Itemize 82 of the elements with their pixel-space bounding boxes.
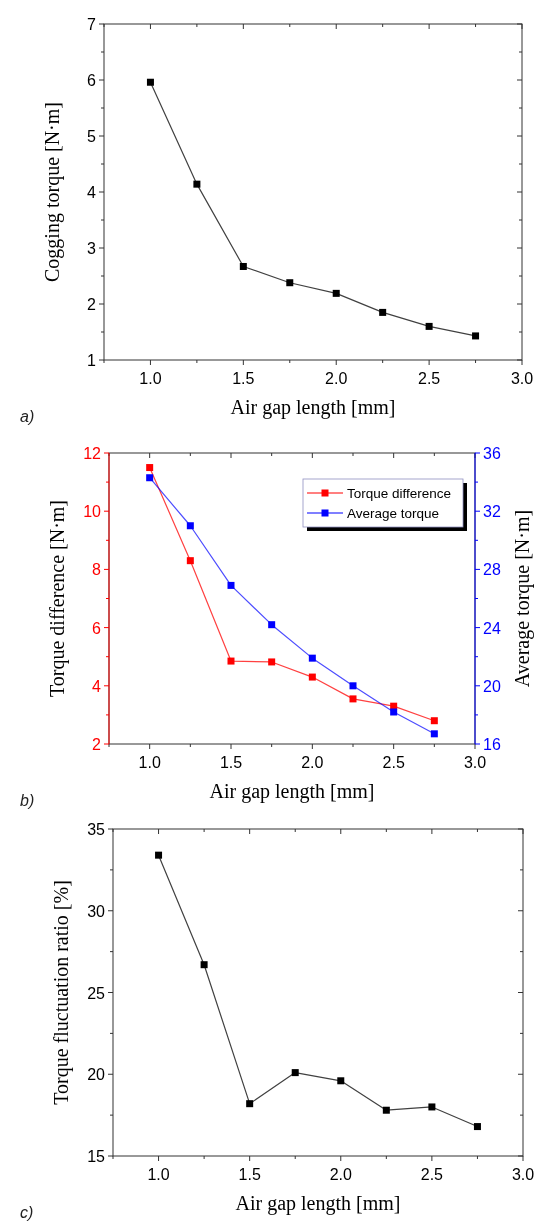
point [428, 1103, 436, 1111]
y-tick-label: 10 [83, 503, 102, 521]
x-tick-label: 3.0 [511, 1166, 535, 1183]
point [430, 730, 438, 738]
point [349, 682, 357, 690]
point [268, 621, 276, 629]
x-tick-label: 1.0 [138, 754, 161, 771]
point [473, 1123, 481, 1131]
point [246, 1100, 254, 1108]
point [227, 581, 235, 589]
y2-axis-title: Average torque [N·m] [511, 509, 534, 688]
point [337, 1077, 345, 1085]
y-tick-label: 2 [92, 736, 102, 753]
point [390, 708, 398, 716]
y-tick-label: 7 [87, 16, 97, 33]
legend-label: Average torque [347, 506, 440, 521]
x-axis-title: Air gap length [mm] [209, 780, 375, 803]
y-tick-label: 30 [87, 902, 106, 920]
text: b) [20, 792, 35, 809]
y-tick-label: 2 [87, 296, 97, 313]
y-tick-label: 3 [87, 240, 97, 257]
y-tick-label: 20 [87, 1066, 106, 1084]
text: c) [20, 1204, 34, 1221]
x-tick-label: 1.0 [139, 370, 162, 387]
y2-tick-label: 36 [483, 445, 501, 462]
legend-label: Torque difference [347, 486, 452, 501]
point [239, 262, 247, 270]
y-tick-label: 4 [92, 677, 102, 695]
point [227, 657, 235, 665]
y-tick-label: 6 [92, 619, 102, 637]
point [291, 1069, 299, 1077]
point [193, 180, 201, 188]
y-tick-label: 4 [87, 184, 97, 201]
x-tick-label: 2.5 [420, 1166, 444, 1183]
point [430, 717, 438, 725]
x-tick-label: 2.0 [301, 754, 324, 771]
x-tick-label: 2.0 [325, 370, 348, 387]
point [308, 654, 316, 662]
y2-tick-label: 32 [483, 503, 501, 521]
y-tick-label: 15 [87, 1148, 106, 1165]
point [349, 695, 357, 703]
point [332, 289, 340, 297]
point [472, 332, 480, 340]
y-axis-title: Torque difference [N·m] [46, 499, 69, 698]
y-tick-label: 8 [92, 561, 102, 579]
y-axis-title: Cogging torque [N·m] [41, 102, 64, 282]
point [155, 851, 163, 859]
y-tick-label: 12 [83, 445, 102, 462]
point [268, 658, 276, 666]
y-axis-title: Torque fluctuation ratio [%] [50, 880, 73, 1105]
x-tick-label: 3.0 [510, 370, 534, 387]
x-tick-label: 1.5 [219, 754, 243, 771]
point [308, 673, 316, 681]
y2-tick-label: 28 [483, 561, 501, 579]
x-tick-label: 2.5 [417, 370, 441, 387]
y-tick-label: 5 [87, 128, 97, 145]
point [379, 308, 387, 316]
y2-tick-label: 24 [483, 619, 501, 637]
point [286, 279, 294, 287]
y2-tick-label: 16 [483, 736, 501, 753]
x-tick-label: 3.0 [463, 754, 487, 771]
y-tick-label: 35 [87, 821, 106, 838]
point [382, 1106, 390, 1114]
y-tick-label: 25 [87, 984, 106, 1002]
x-tick-label: 1.5 [232, 370, 255, 387]
x-axis-title: Air gap length [mm] [230, 396, 396, 419]
x-tick-label: 1.0 [147, 1166, 170, 1183]
point [146, 78, 154, 86]
point [186, 522, 194, 530]
x-tick-label: 2.5 [382, 754, 405, 771]
point [425, 322, 433, 330]
x-axis-title: Air gap length [mm] [235, 1192, 401, 1215]
point [146, 464, 154, 472]
y2-tick-label: 20 [483, 677, 501, 695]
point [200, 961, 208, 969]
y-tick-label: 6 [87, 72, 97, 89]
y-tick-label: 1 [87, 352, 97, 369]
point [146, 474, 154, 482]
text: a) [20, 408, 35, 425]
x-tick-label: 2.0 [329, 1166, 352, 1183]
x-tick-label: 1.5 [238, 1166, 261, 1183]
point [186, 557, 194, 565]
